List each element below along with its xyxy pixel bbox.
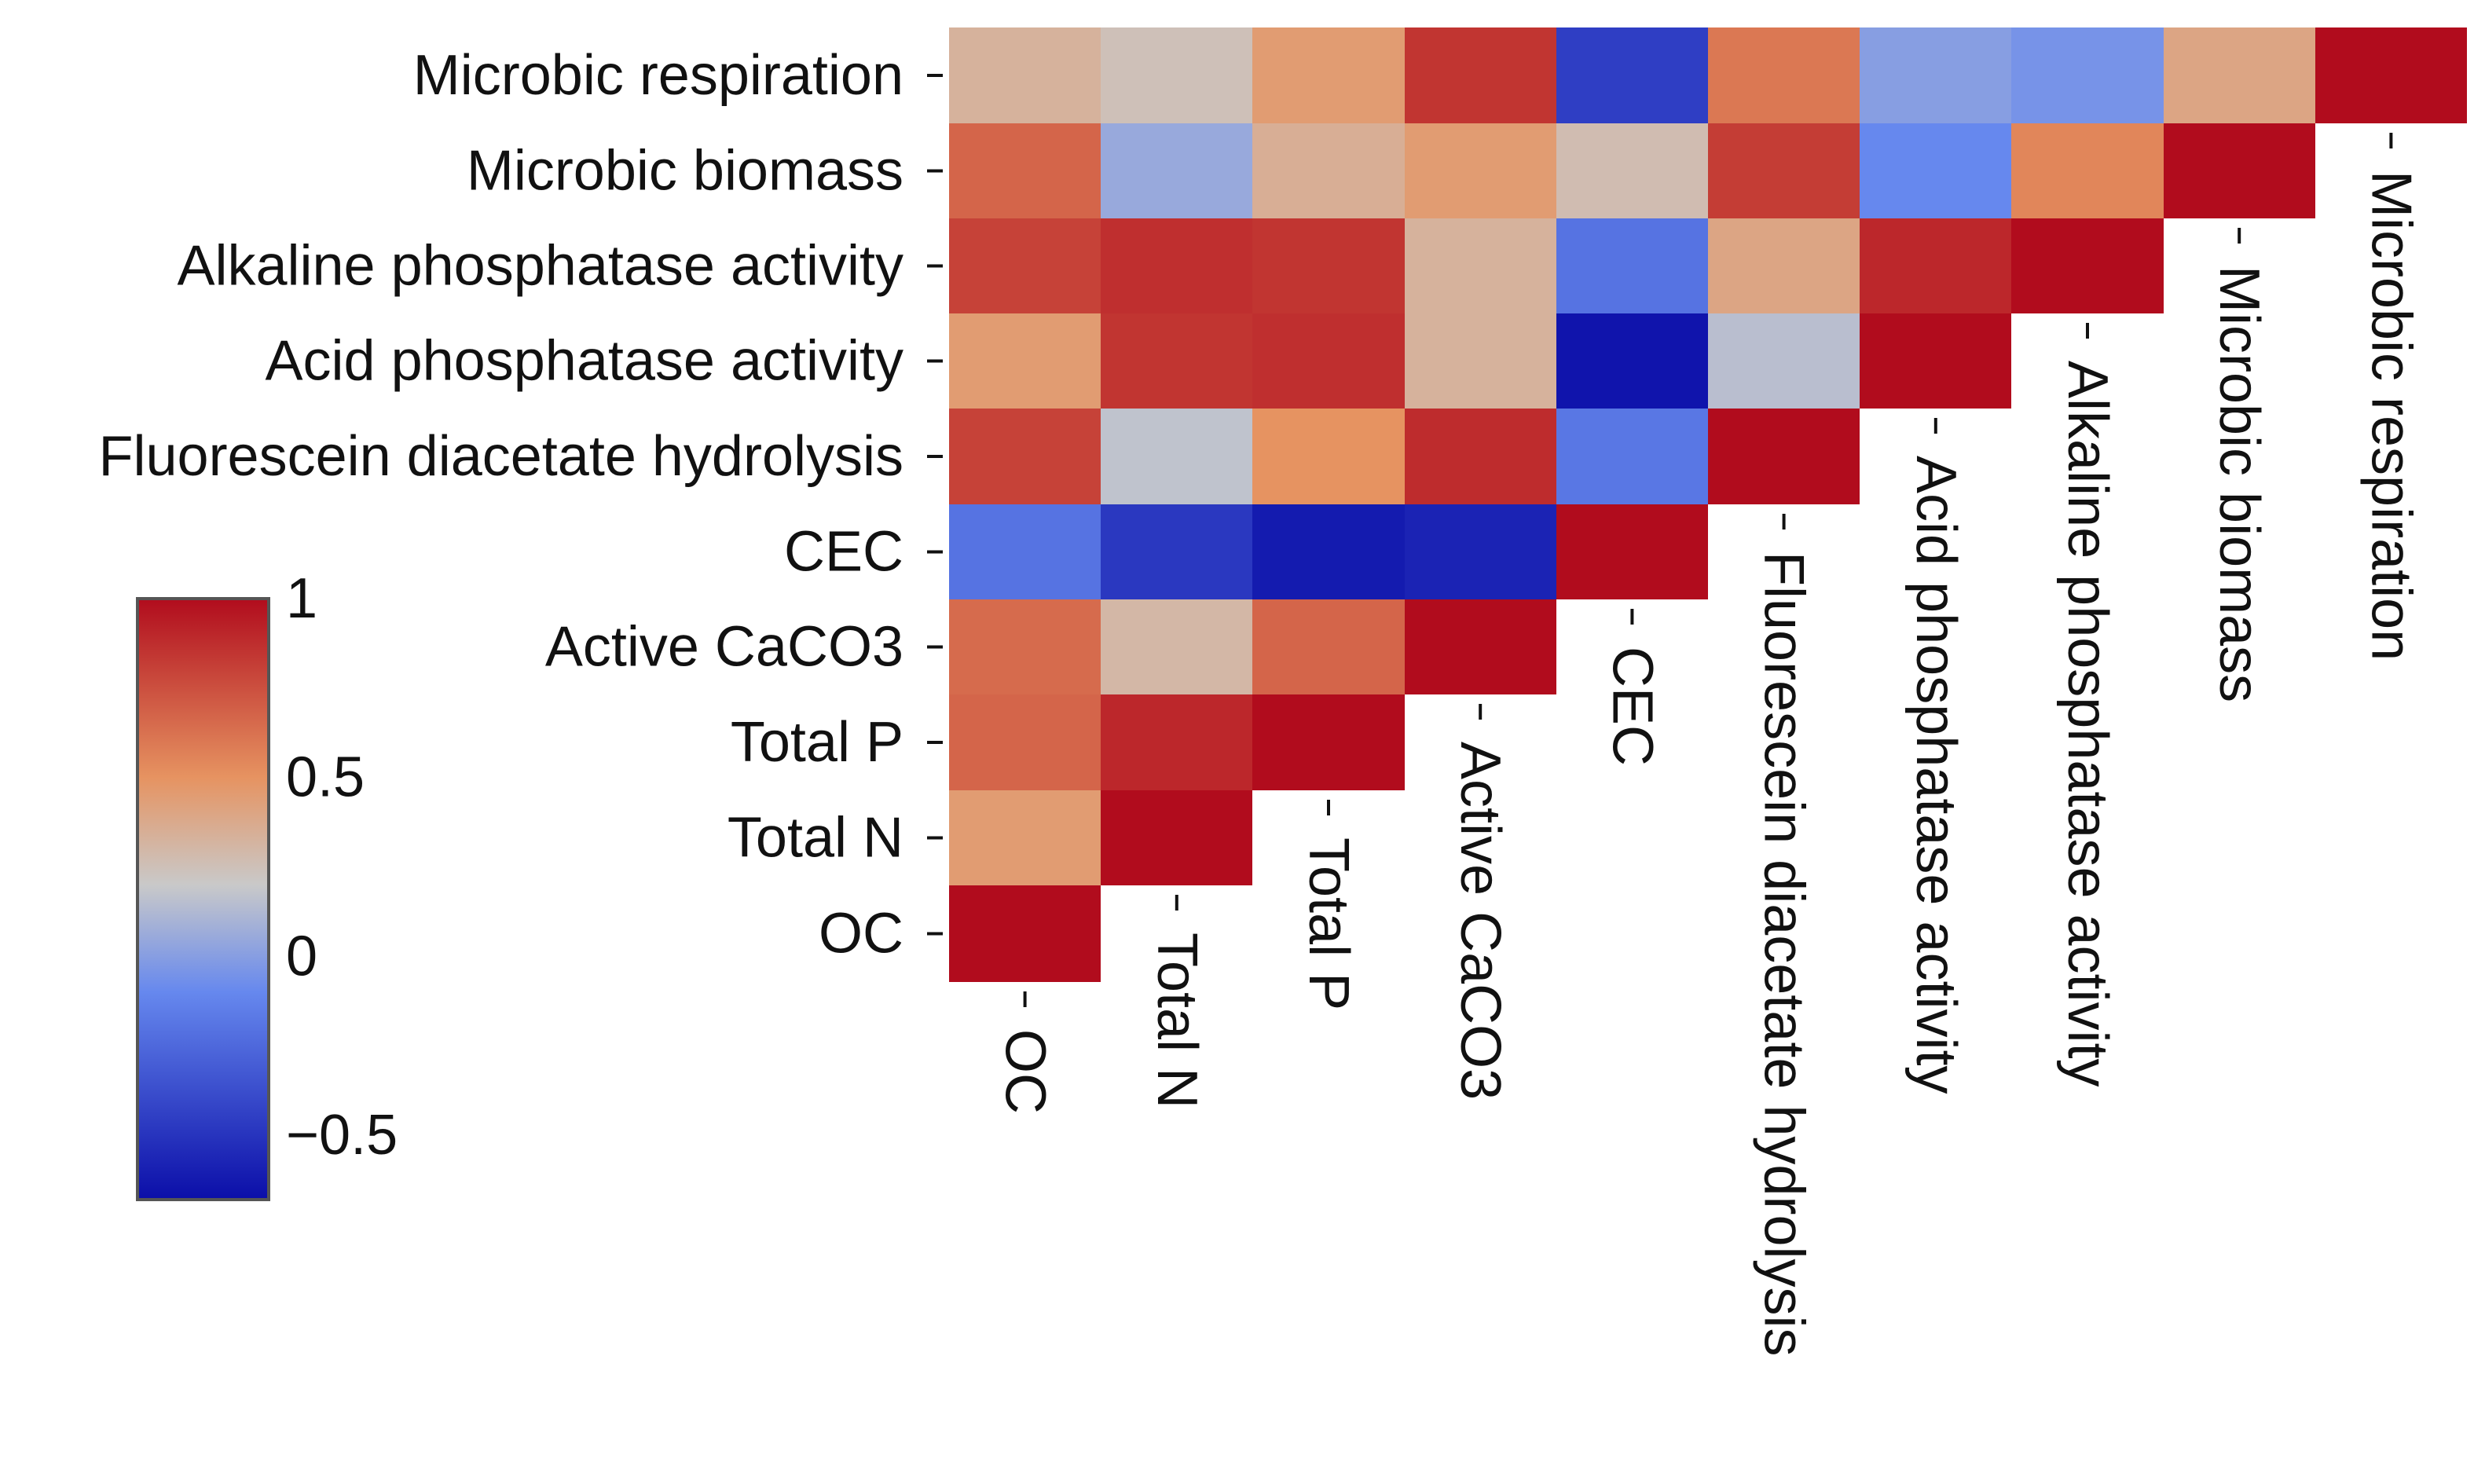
col-label-microbic-biomass: Microbic biomass: [2208, 266, 2271, 702]
cell-acid-phosphatase-activity-vs-acid-phosphatase-activity: [1860, 313, 2011, 409]
cell-alkaline-phosphatase-activity-vs-oc: [949, 218, 1101, 313]
cell-cec-vs-cec: [1556, 504, 1708, 599]
cell-acid-phosphatase-activity-vs-total-p: [1252, 313, 1405, 409]
cell-alkaline-phosphatase-activity-vs-total-p: [1252, 218, 1405, 313]
row-label-microbic-respiration: Microbic respiration: [413, 44, 903, 107]
cell-microbic-respiration-vs-cec: [1556, 27, 1708, 123]
cell-microbic-respiration-vs-alkaline-phosphatase-activity: [2011, 27, 2164, 123]
cell-fluorescein-diacetate-hydrolysis-vs-cec: [1556, 409, 1708, 504]
col-label-cec: CEC: [1600, 647, 1663, 766]
cell-microbic-respiration-vs-active-caco3: [1405, 27, 1556, 123]
cell-alkaline-phosphatase-activity-vs-total-n: [1101, 218, 1252, 313]
col-label-total-p: Total P: [1297, 837, 1360, 1010]
cell-acid-phosphatase-activity-vs-cec: [1556, 313, 1708, 409]
cell-total-n-vs-total-n: [1101, 790, 1252, 885]
col-label-alkaline-phosphatase-activity: Alkaline phosphatase activity: [2056, 361, 2119, 1087]
row-label-alkaline-phosphatase-activity: Alkaline phosphatase activity: [177, 235, 903, 298]
cell-microbic-biomass-vs-active-caco3: [1405, 123, 1556, 218]
cell-acid-phosphatase-activity-vs-fluorescein-diacetate-hydrolysis: [1708, 313, 1860, 409]
colorbar-tick-label: 0: [286, 925, 317, 988]
cell-acid-phosphatase-activity-vs-active-caco3: [1405, 313, 1556, 409]
cell-alkaline-phosphatase-activity-vs-fluorescein-diacetate-hydrolysis: [1708, 218, 1860, 313]
cell-microbic-biomass-vs-total-n: [1101, 123, 1252, 218]
cell-microbic-biomass-vs-oc: [949, 123, 1101, 218]
cell-microbic-respiration-vs-microbic-biomass: [2164, 27, 2315, 123]
colorbar-gradient: [136, 597, 270, 1201]
cell-total-p-vs-total-n: [1101, 694, 1252, 790]
cell-microbic-respiration-vs-total-n: [1101, 27, 1252, 123]
cell-cec-vs-active-caco3: [1405, 504, 1556, 599]
heatmap-cells: [949, 27, 2467, 982]
colorbar-tick-label: 0.5: [286, 746, 365, 809]
col-label-fluorescein-diacetate-hydrolysis: Fluorescein diacetate hydrolysis: [1753, 551, 1816, 1357]
cell-microbic-respiration-vs-microbic-respiration: [2315, 27, 2467, 123]
cell-active-caco3-vs-active-caco3: [1405, 599, 1556, 694]
cell-microbic-respiration-vs-oc: [949, 27, 1101, 123]
row-labels: Microbic respiration Microbic biomass Alka…: [99, 44, 943, 966]
cell-total-n-vs-oc: [949, 790, 1101, 885]
col-label-microbic-respiration: Microbic respiration: [2359, 170, 2422, 661]
col-label-total-n: Total N: [1145, 933, 1208, 1108]
cell-microbic-respiration-vs-acid-phosphatase-activity: [1860, 27, 2011, 123]
cell-active-caco3-vs-oc: [949, 599, 1101, 694]
cell-oc-vs-oc: [949, 885, 1101, 982]
row-label-active-caco3: Active CaCO3: [545, 616, 903, 679]
cell-fluorescein-diacetate-hydrolysis-vs-active-caco3: [1405, 409, 1556, 504]
cell-fluorescein-diacetate-hydrolysis-vs-fluorescein-diacetate-hydrolysis: [1708, 409, 1860, 504]
cell-total-p-vs-oc: [949, 694, 1101, 790]
colorbar-tick-label: 1: [286, 567, 317, 630]
row-label-oc: OC: [819, 903, 903, 966]
row-label-total-n: Total N: [728, 807, 903, 870]
cell-microbic-biomass-vs-total-p: [1252, 123, 1405, 218]
cell-cec-vs-total-n: [1101, 504, 1252, 599]
cell-microbic-biomass-vs-fluorescein-diacetate-hydrolysis: [1708, 123, 1860, 218]
cell-cec-vs-total-p: [1252, 504, 1405, 599]
cell-microbic-biomass-vs-alkaline-phosphatase-activity: [2011, 123, 2164, 218]
cell-cec-vs-oc: [949, 504, 1101, 599]
cell-active-caco3-vs-total-n: [1101, 599, 1252, 694]
cell-alkaline-phosphatase-activity-vs-active-caco3: [1405, 218, 1556, 313]
col-label-active-caco3: Active CaCO3: [1449, 742, 1512, 1100]
cell-fluorescein-diacetate-hydrolysis-vs-total-n: [1101, 409, 1252, 504]
cell-microbic-biomass-vs-microbic-biomass: [2164, 123, 2315, 218]
row-label-acid-phosphatase-activity: Acid phosphatase activity: [266, 330, 903, 393]
cell-microbic-biomass-vs-cec: [1556, 123, 1708, 218]
cell-alkaline-phosphatase-activity-vs-cec: [1556, 218, 1708, 313]
col-label-oc: OC: [994, 1029, 1057, 1114]
colorbar-tick-label: −0.5: [286, 1104, 398, 1167]
cell-microbic-respiration-vs-fluorescein-diacetate-hydrolysis: [1708, 27, 1860, 123]
column-labels: OC Total N Total P Active CaCO3 CEC Fluoresce…: [994, 133, 2422, 1357]
row-label-cec: CEC: [784, 521, 903, 584]
cell-microbic-biomass-vs-acid-phosphatase-activity: [1860, 123, 2011, 218]
cell-alkaline-phosphatase-activity-vs-alkaline-phosphatase-activity: [2011, 218, 2164, 313]
cell-fluorescein-diacetate-hydrolysis-vs-total-p: [1252, 409, 1405, 504]
cell-active-caco3-vs-total-p: [1252, 599, 1405, 694]
cell-acid-phosphatase-activity-vs-total-n: [1101, 313, 1252, 409]
row-label-fluorescein-diacetate-hydrolysis: Fluorescein diacetate hydrolysis: [99, 425, 904, 488]
colorbar: 1 0.5 0 −0.5: [136, 567, 398, 1201]
cell-alkaline-phosphatase-activity-vs-acid-phosphatase-activity: [1860, 218, 2011, 313]
cell-acid-phosphatase-activity-vs-oc: [949, 313, 1101, 409]
cell-microbic-respiration-vs-total-p: [1252, 27, 1405, 123]
cell-fluorescein-diacetate-hydrolysis-vs-oc: [949, 409, 1101, 504]
cell-total-p-vs-total-p: [1252, 694, 1405, 790]
row-label-total-p: Total P: [731, 711, 903, 774]
col-label-acid-phosphatase-activity: Acid phosphatase activity: [1904, 456, 1967, 1094]
row-label-microbic-biomass: Microbic biomass: [467, 140, 903, 203]
